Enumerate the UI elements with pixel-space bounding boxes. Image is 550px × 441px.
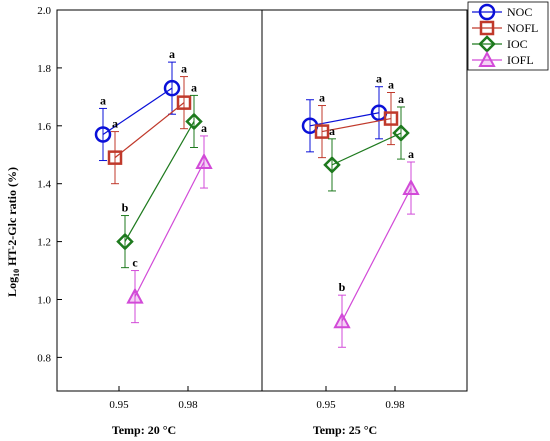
significance-label: a <box>388 78 394 92</box>
series-nofl-panel-1: aa <box>107 62 192 185</box>
series-iofl-panel-2: ba <box>333 147 420 348</box>
series-line <box>341 187 412 322</box>
data-point-circle <box>163 79 181 97</box>
legend-marker-square <box>479 20 495 36</box>
y-tick-label: 1.4 <box>37 179 51 191</box>
panel-xlabel-left: Temp: 20 °C <box>112 423 176 437</box>
significance-label: a <box>319 91 325 105</box>
panel-frame-right <box>261 9 468 392</box>
significance-label: a <box>112 117 118 131</box>
legend-item-ioc: IOC <box>472 35 528 53</box>
y-tick-label: 0.8 <box>37 352 51 364</box>
legend-item-iofl: IOFL <box>472 50 534 67</box>
series-noc-panel-1: aa <box>94 47 181 162</box>
y-axis-label-sub: 10 <box>12 269 21 277</box>
data-point-diamond <box>323 156 341 174</box>
series-ioc-panel-2: aa <box>323 92 410 192</box>
y-tick-label: 1.2 <box>37 237 51 249</box>
data-point-square <box>176 95 192 110</box>
significance-label: a <box>100 93 106 107</box>
series-line <box>309 112 380 127</box>
series-noc-panel-2: a <box>301 72 388 153</box>
legend-marker-triangle <box>478 50 496 67</box>
significance-label: a <box>398 92 404 106</box>
y-tick-label: 1.0 <box>37 295 51 307</box>
series-line <box>321 117 392 133</box>
series-line <box>124 121 195 242</box>
significance-label: b <box>122 201 129 215</box>
significance-label: a <box>376 72 382 86</box>
significance-label: a <box>181 62 187 76</box>
series-line <box>102 87 173 135</box>
data-point-square <box>314 124 330 139</box>
data-point-triangle <box>333 312 351 329</box>
legend-label: NOC <box>507 5 532 19</box>
series-iofl-panel-1: ca <box>126 121 213 324</box>
y-tick-label: 2.0 <box>37 5 51 17</box>
panel-xlabel-right: Temp: 25 °C <box>313 423 377 437</box>
data-point-triangle <box>126 287 144 304</box>
series-ioc-panel-1: ba <box>116 80 203 269</box>
significance-label: c <box>132 256 138 270</box>
series-line <box>114 102 185 159</box>
legend-item-noc: NOC <box>472 3 532 21</box>
y-axis-label-main: Log <box>5 277 19 297</box>
legend-label: IOFL <box>507 53 534 67</box>
data-point-square <box>107 150 123 165</box>
series-line <box>331 132 402 166</box>
data-point-square <box>383 111 399 126</box>
legend-marker-circle <box>478 3 496 21</box>
panel-frame-left <box>56 9 263 392</box>
significance-label: b <box>339 280 346 294</box>
data-point-triangle <box>195 152 213 169</box>
legend-item-nofl: NOFL <box>472 20 538 36</box>
data-point-diamond <box>185 112 203 131</box>
legend-label: NOFL <box>507 21 538 35</box>
significance-label: a <box>169 47 175 61</box>
series-line <box>134 161 205 297</box>
data-point-circle <box>94 126 112 143</box>
series-nofl-panel-2: aa <box>314 78 399 159</box>
y-axis-label-rest: HT-2-Glc ratio (%) <box>5 167 19 269</box>
significance-label: a <box>191 80 197 94</box>
y-axis-label: Log10 HT-2-Glc ratio (%) <box>5 167 21 297</box>
legend-label: IOC <box>507 37 528 51</box>
significance-label: a <box>408 147 414 161</box>
data-point-triangle <box>402 178 420 196</box>
x-tick-label: 0.98 <box>178 399 198 411</box>
y-tick-label: 1.6 <box>37 121 51 133</box>
significance-label: a <box>201 121 207 135</box>
significance-label: a <box>329 124 335 138</box>
y-tick-label: 1.8 <box>37 63 51 75</box>
x-tick-label: 0.98 <box>385 399 405 411</box>
x-tick-label: 0.95 <box>109 399 129 411</box>
data-point-diamond <box>392 124 410 142</box>
data-point-diamond <box>116 232 134 251</box>
x-tick-label: 0.95 <box>316 399 336 411</box>
